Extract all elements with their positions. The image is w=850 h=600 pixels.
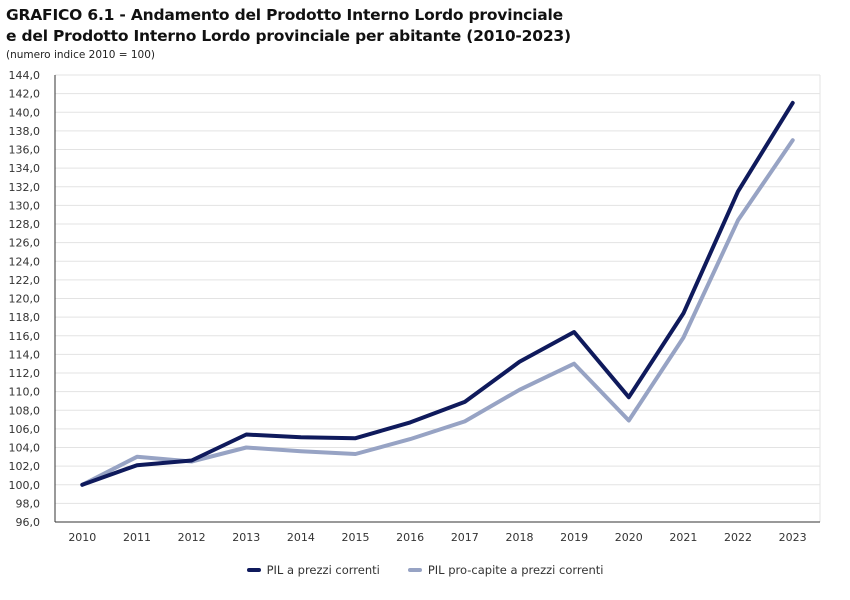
x-tick-label: 2011 <box>123 531 151 544</box>
y-tick-label: 128,0 <box>9 218 41 231</box>
legend-label-pil: PIL a prezzi correnti <box>266 563 380 577</box>
x-tick-label: 2023 <box>779 531 807 544</box>
y-tick-label: 114,0 <box>9 348 41 361</box>
x-tick-label: 2010 <box>68 531 96 544</box>
legend-item-pil: PIL a prezzi correnti <box>246 563 380 577</box>
y-tick-label: 122,0 <box>9 274 41 287</box>
legend-swatch-pil <box>246 568 261 572</box>
x-tick-label: 2019 <box>560 531 588 544</box>
y-tick-label: 112,0 <box>9 367 41 380</box>
x-tick-label: 2017 <box>451 531 479 544</box>
y-tick-label: 120,0 <box>9 293 41 306</box>
y-tick-label: 132,0 <box>9 181 41 194</box>
y-tick-label: 106,0 <box>9 423 41 436</box>
y-tick-label: 126,0 <box>9 237 41 250</box>
series-line-pil-procapite <box>80 138 795 487</box>
y-tick-label: 116,0 <box>9 330 41 343</box>
y-tick-label: 98,0 <box>16 497 41 510</box>
legend-label-pil-procapite: PIL pro-capite a prezzi correnti <box>427 563 604 577</box>
x-tick-label: 2012 <box>178 531 206 544</box>
axes <box>54 75 821 523</box>
legend-swatch-pil-procapite <box>407 568 422 572</box>
x-axis-ticks: 2010 2011 2012 2013 2014 2015 2016 2017 2018 2019… <box>68 531 806 544</box>
y-tick-label: 96,0 <box>16 516 41 529</box>
x-tick-label: 2015 <box>342 531 370 544</box>
y-axis-ticks: 96,0 98,0 100,0 102,0 104,0 106,0 108,0 110,0 11… <box>9 69 41 529</box>
y-tick-label: 130,0 <box>9 199 41 212</box>
x-tick-label: 2016 <box>396 531 424 544</box>
y-tick-label: 118,0 <box>9 311 41 324</box>
y-tick-label: 124,0 <box>9 255 41 268</box>
x-tick-label: 2018 <box>505 531 533 544</box>
chart-title-line-1: GRAFICO 6.1 - Andamento del Prodotto Int… <box>6 6 563 24</box>
chart-subtitle: (numero indice 2010 = 100) <box>6 49 155 61</box>
series-lines <box>80 100 795 487</box>
y-tick-label: 104,0 <box>9 442 41 455</box>
legend-item-pil-procapite: PIL pro-capite a prezzi correnti <box>407 563 604 577</box>
legend: PIL a prezzi correnti PIL pro-capite a p… <box>0 563 850 577</box>
y-tick-label: 142,0 <box>9 88 41 101</box>
chart-title-line-2: e del Prodotto Interno Lordo provinciale… <box>6 27 571 45</box>
x-tick-label: 2013 <box>232 531 260 544</box>
x-tick-label: 2021 <box>669 531 697 544</box>
chart-title: GRAFICO 6.1 - Andamento del Prodotto Int… <box>6 5 571 47</box>
series-line-pil <box>80 100 795 487</box>
y-tick-label: 136,0 <box>9 144 41 157</box>
x-tick-label: 2020 <box>615 531 643 544</box>
y-tick-label: 138,0 <box>9 125 41 138</box>
y-tick-label: 110,0 <box>9 386 41 399</box>
x-tick-label: 2022 <box>724 531 752 544</box>
y-tick-label: 108,0 <box>9 404 41 417</box>
y-tick-label: 102,0 <box>9 460 41 473</box>
gridlines <box>55 74 820 504</box>
x-tick-label: 2014 <box>287 531 315 544</box>
y-tick-label: 100,0 <box>9 479 41 492</box>
y-tick-label: 144,0 <box>9 69 41 82</box>
y-tick-label: 140,0 <box>9 106 41 119</box>
y-tick-label: 134,0 <box>9 162 41 175</box>
